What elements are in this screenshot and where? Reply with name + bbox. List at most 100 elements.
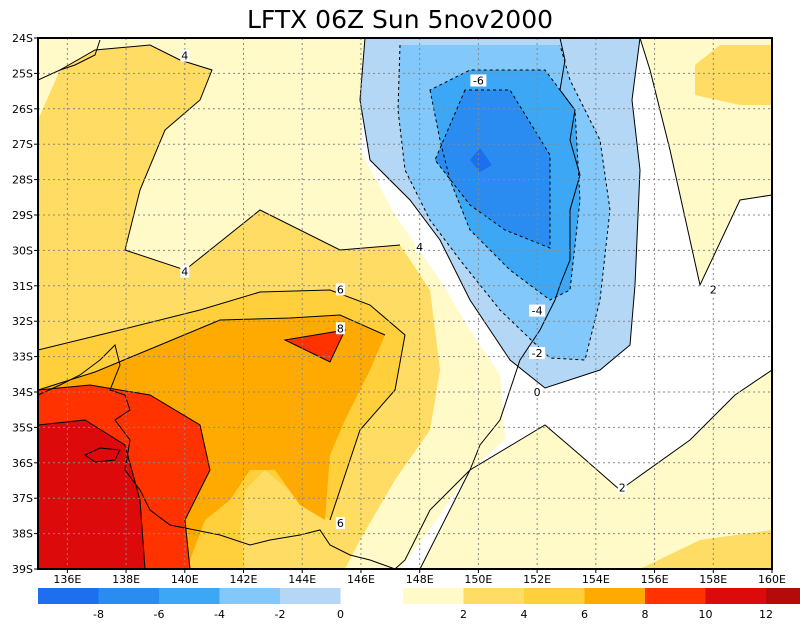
contour-label: 4 [181,50,188,63]
lon-tick-label: 138E [112,573,140,586]
coastline-east-australia [394,38,581,569]
map-title: LFTX 06Z Sun 5nov2000 [247,5,553,34]
contour-label-bg [335,516,345,529]
lon-tick-label: 158E [699,573,727,586]
colorbar-label: 8 [642,608,649,621]
lat-tick-label: 24S [12,32,33,45]
colorbar-swatch [280,588,341,604]
lon-tick-label: 140E [171,573,199,586]
contour-label-bg [335,322,345,335]
colorbar-label: -8 [93,608,104,621]
colorbar-swatch [403,588,464,604]
lat-tick-label: 34S [12,386,33,399]
map-grid [38,38,772,569]
coastline-south-australia [38,344,396,569]
contour-label-bg [180,49,190,62]
contour-label: 2 [619,482,626,495]
contour-label: 8 [337,322,344,335]
colorbar-swatch [219,588,280,604]
contour-label: 2 [710,283,717,296]
lon-tick-label: 142E [230,573,258,586]
colorbar-swatch [705,588,766,604]
contour-label-bg [708,283,718,296]
field-shading [38,38,772,569]
lat-tick-label: 33S [12,351,33,364]
contour-label-bg [470,74,487,87]
contour-line-8 [38,314,386,391]
lon-tick-label: 150E [464,573,492,586]
contour-label: -4 [532,305,543,318]
colorbar-label: 12 [759,608,773,621]
contour-label-bg [529,347,546,360]
band-4-6-east [695,45,772,105]
lat-tick-label: 38S [12,528,33,541]
contour-label-bg [415,240,425,253]
colorbar-label: 6 [581,608,588,621]
coastline-gulf [84,447,121,463]
colorbar-label: 4 [521,608,528,621]
lat-tick-label: 36S [12,457,33,470]
lon-tick-label: 144E [288,573,316,586]
contour-label: 0 [534,386,541,399]
lat-tick-label: 29S [12,209,33,222]
colorbar-swatch [766,588,800,604]
colorbar-swatch [98,588,159,604]
colorbar-label: 10 [699,608,713,621]
coastline-north-inlet [38,39,101,81]
contour-label: 4 [181,266,188,279]
contour-label-bg [335,283,345,296]
colorbar-label: 0 [337,608,344,621]
contour-line-4-north [59,44,401,271]
contour-line-2-southeast [419,369,772,569]
colorbar-label: 2 [460,608,467,621]
colorbar-label: -6 [154,608,165,621]
contour-line-0 [359,38,641,389]
colorbar-swatch [159,588,220,604]
colorbar-swatch [645,588,706,604]
lat-tick-label: 37S [12,492,33,505]
band-neg6-neg8 [435,90,550,248]
lat-tick-label: 26S [12,103,33,116]
colorbar-swatch [38,588,99,604]
colorbar-swatch [584,588,645,604]
colorbar-label: -2 [275,608,286,621]
lon-tick-label: 136E [53,573,81,586]
lon-tick-label: 154E [582,573,610,586]
lat-tick-label: 31S [12,280,33,293]
lat-tick-label: 32S [12,315,33,328]
contour-line-neg4 [429,69,581,301]
contour-label: -6 [473,74,484,87]
lon-tick-label: 156E [641,573,669,586]
contour-line-6 [38,289,406,521]
map-frame [37,37,773,570]
contour-label-bg [532,386,542,398]
contour-line-10-spot [283,329,346,363]
lon-tick-label: 160E [758,573,786,586]
band-12-14 [38,420,145,569]
colorbar-swatch [463,588,524,604]
contour-line-neg6 [434,89,551,249]
band-4-6-southeast [640,530,772,569]
colorbar-label: -4 [214,608,225,621]
lat-tick-label: 35S [12,421,33,434]
contour-line-12 [38,419,146,569]
contour-label-bg [617,481,627,494]
contour-label-bg [529,304,546,317]
contour-labels: 4 4 4 6 8 6 -6 -4 -2 0 2 2 [180,49,718,530]
axis-tick-labels: 24S 25S 26S 27S 28S 29S 30S 31S 32S 33S 34S 35S 36S 3… [12,32,786,586]
contour-label-bg [180,265,190,278]
contour-label: 6 [337,283,344,296]
contour-line-2-east [639,38,772,287]
lon-tick-label: 152E [523,573,551,586]
lat-tick-label: 30S [12,244,33,257]
contour-label: 4 [416,241,423,254]
lat-tick-label: 27S [12,138,33,151]
colorbar: -8 -6 -4 -2 0 2 4 6 8 10 12 [38,588,800,621]
lat-tick-label: 28S [12,174,33,187]
contour-label: -2 [532,347,543,360]
lat-tick-label: 39S [12,563,33,576]
lon-tick-label: 148E [406,573,434,586]
contour-label: 6 [337,517,344,530]
colorbar-swatch [524,588,585,604]
